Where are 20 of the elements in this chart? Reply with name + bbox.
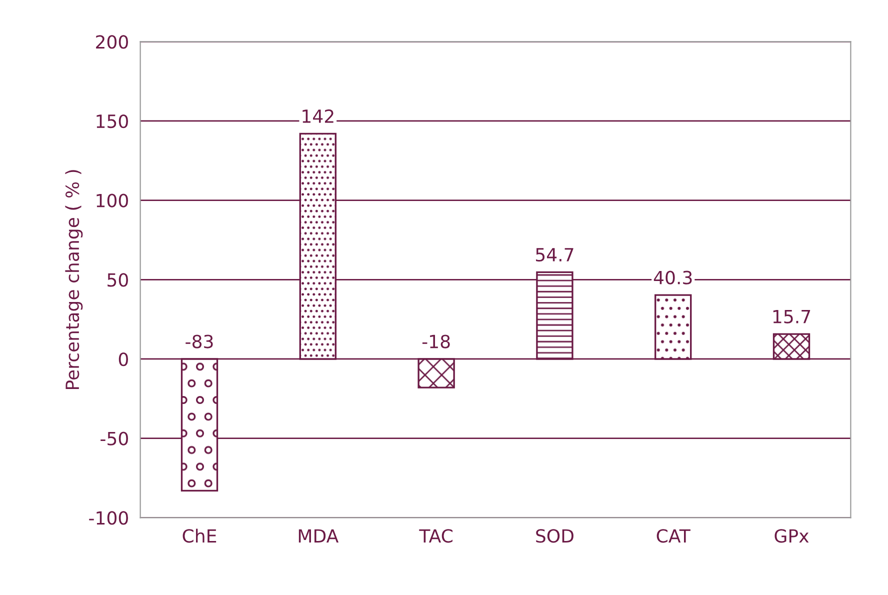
x-tick-label: GPx bbox=[774, 529, 809, 543]
y-tick-label: -50 bbox=[100, 432, 128, 446]
x-tick-label: CAT bbox=[656, 529, 690, 543]
y-tick-label: 150 bbox=[96, 114, 128, 128]
data-label: -18 bbox=[422, 334, 450, 348]
data-label: 142 bbox=[302, 109, 334, 123]
y-tick-label: -100 bbox=[89, 511, 128, 525]
data-label: 54.7 bbox=[536, 248, 574, 262]
x-tick-label: MDA bbox=[298, 529, 339, 542]
x-tick-label: SOD bbox=[536, 529, 574, 543]
x-tick-label: TAC bbox=[419, 529, 452, 543]
y-tick-label: 100 bbox=[96, 194, 128, 208]
y-tick-label: 50 bbox=[108, 273, 128, 287]
y-tick-label: 0 bbox=[118, 352, 128, 366]
data-label: 15.7 bbox=[773, 310, 810, 324]
x-tick-label: ChE bbox=[182, 528, 216, 543]
data-label: 40.3 bbox=[654, 270, 692, 284]
data-label: -83 bbox=[186, 334, 213, 348]
y-tick-label: 200 bbox=[96, 35, 128, 49]
y-axis-title: Percentage change ( % ) bbox=[65, 170, 83, 389]
